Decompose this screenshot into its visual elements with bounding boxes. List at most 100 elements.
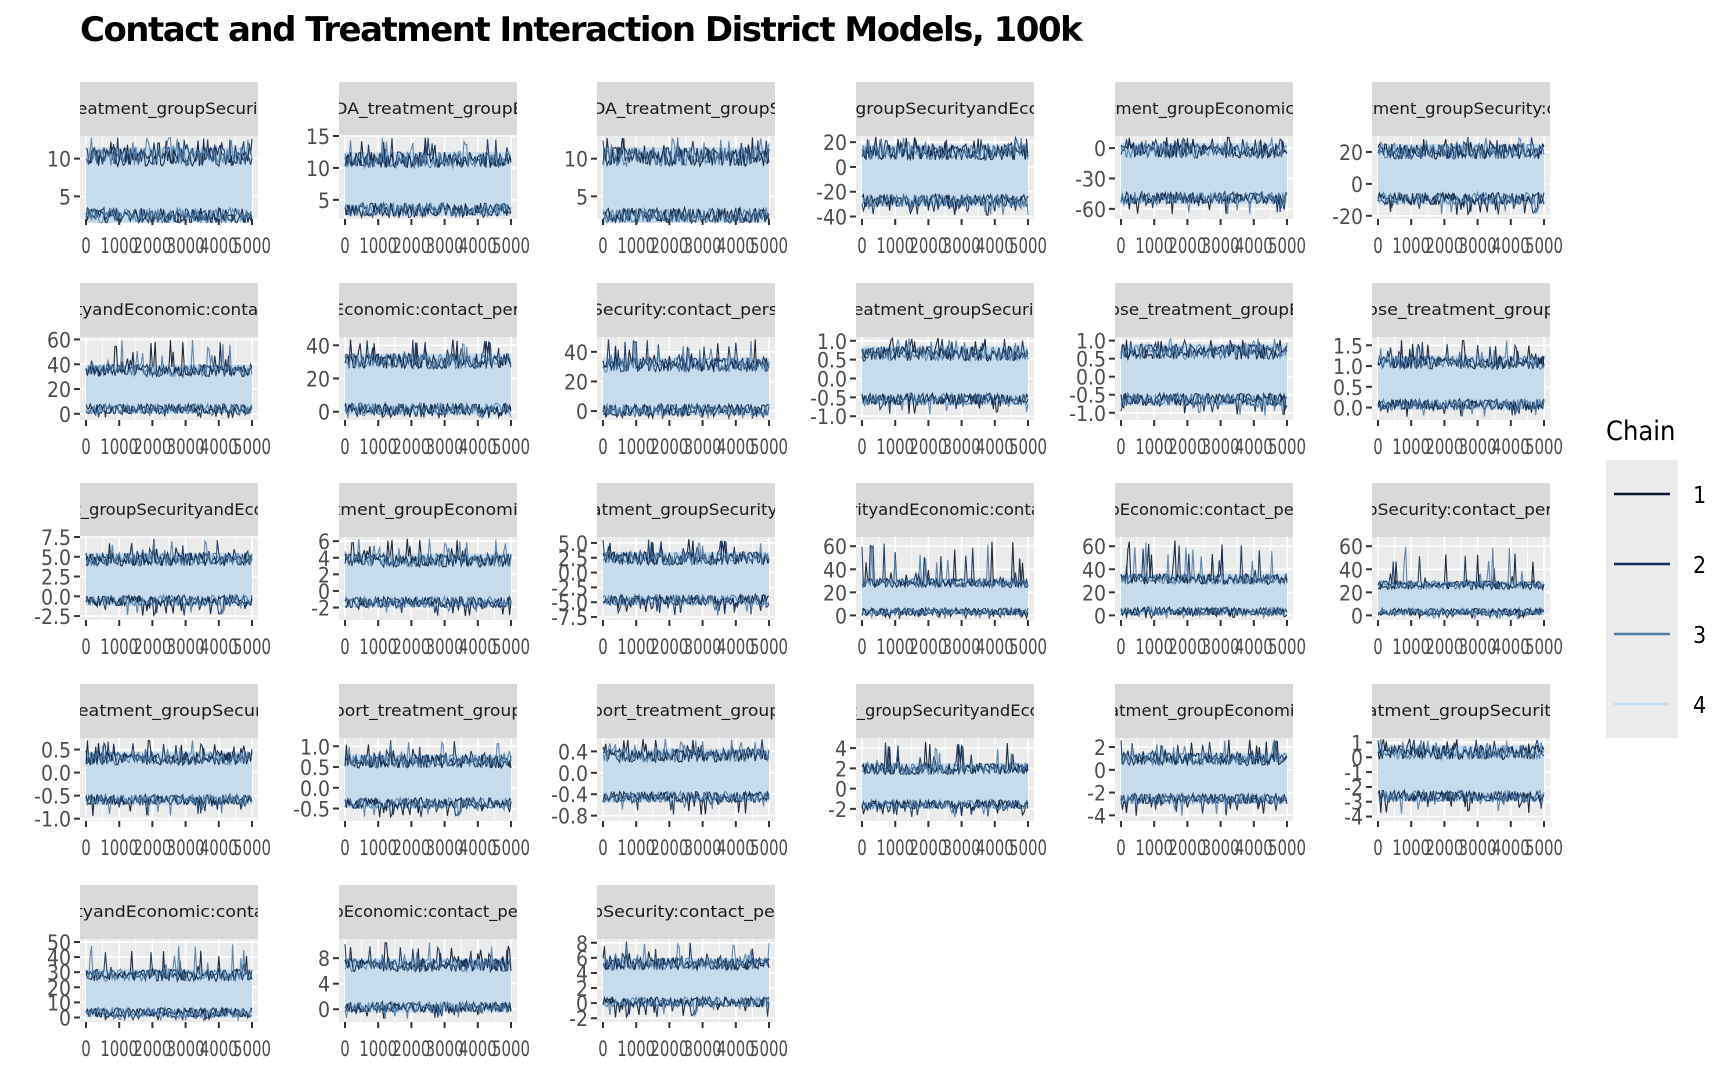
x-tick-label: 4000	[717, 234, 755, 258]
y-tick-label: 0.5	[41, 739, 71, 763]
x-tick-label: 0	[81, 635, 91, 659]
y-tick-label: 0.4	[558, 740, 588, 764]
y-tick-label: -0.5	[1069, 384, 1106, 408]
x-tick-label: 3000	[167, 635, 205, 659]
chain-3-trace	[85, 339, 253, 378]
x-tick-label: 0	[81, 234, 91, 258]
facet-strip-label: eatment_groupSecurity:c	[581, 500, 791, 520]
y-tick-label: 0.0	[558, 562, 588, 586]
y-tick-label: 0	[59, 403, 71, 427]
chain-3-trace	[861, 391, 1029, 415]
x-tick-label: 4000	[976, 234, 1014, 258]
chain-2-trace	[1120, 791, 1288, 814]
facet-strip	[339, 885, 517, 939]
facet-strip-label: pport_treatment_groupE	[323, 701, 533, 721]
facet-strip-label: atment_groupEconomic:	[323, 500, 533, 520]
x-tick-label: 0	[598, 234, 608, 258]
chain-3-trace	[1120, 791, 1288, 816]
x-tick-label: 3000	[684, 836, 722, 860]
facet-strip	[856, 483, 1034, 537]
x-tick-label: 1000	[1392, 234, 1430, 258]
x-tick-label: 3000	[426, 635, 464, 659]
y-tick-label: -7.5	[551, 606, 588, 630]
facet-strip	[597, 483, 775, 537]
x-tick-label: 3000	[426, 1037, 464, 1061]
x-tick-label: 5000	[1009, 234, 1047, 258]
chain-3-trace	[1377, 340, 1545, 371]
chain-2-trace	[85, 137, 253, 168]
x-tick-label: 2000	[650, 234, 688, 258]
y-tick-label: -1	[1344, 761, 1363, 785]
x-tick-label: 2000	[650, 1037, 688, 1061]
x-tick-label: 1000	[359, 836, 397, 860]
facet-strip-label: pSecurity:contact_persD	[581, 300, 791, 320]
chain-2-trace	[861, 192, 1029, 215]
x-tick-label: 2000	[1425, 635, 1463, 659]
y-tick-label: 15	[306, 125, 330, 149]
facet-panel: nt_groupSecurityandEcon 7.55.02.50.0-2.5 0…	[34, 483, 271, 659]
x-tick-label: 2000	[909, 435, 947, 459]
facet-panel: treatment_groupSecurity 5 10 0 1000200030004…	[47, 82, 275, 258]
facet-strip-label: treatment_groupSecurit	[64, 701, 274, 721]
x-tick-label: 0	[340, 836, 350, 860]
x-tick-label: 3000	[167, 435, 205, 459]
facet-strip-label: atment_groupEconomic:c	[1099, 99, 1309, 119]
facet-strip	[339, 283, 517, 337]
x-tick-label: 4000	[976, 435, 1014, 459]
legend: Chain 1 2 3 4	[1606, 416, 1706, 738]
y-tick-label: 0	[1351, 746, 1363, 770]
x-tick-label: 2000	[133, 1037, 171, 1061]
x-tick-label: 2000	[909, 635, 947, 659]
y-tick-label: -2	[1087, 782, 1106, 806]
x-tick-label: 2000	[1425, 234, 1463, 258]
y-tick-label: 20	[823, 131, 847, 155]
x-tick-label: 4000	[459, 234, 497, 258]
x-tick-label: 1000	[1392, 635, 1430, 659]
y-tick-label: 0.0	[817, 368, 847, 392]
facet-strip	[597, 82, 775, 136]
x-tick-label: 1000	[359, 435, 397, 459]
facet-strip	[856, 684, 1034, 738]
y-tick-label: -4	[1344, 806, 1363, 830]
x-tick-label: 0	[857, 435, 867, 459]
facet-panel: KDA_treatment_groupSe 5 10 0 100020003000400…	[564, 82, 788, 258]
legend-title: Chain	[1606, 416, 1675, 447]
y-tick-label: 40	[1339, 558, 1363, 582]
chain-1-trace	[602, 995, 770, 1019]
x-tick-label: 3000	[684, 234, 722, 258]
x-tick-label: 3000	[1202, 836, 1240, 860]
chain-3-trace	[85, 944, 253, 983]
y-tick-label: -40	[816, 206, 847, 230]
chain-2-trace	[861, 606, 1029, 620]
chain-3-trace	[602, 542, 770, 566]
chain-3-trace	[861, 747, 1029, 776]
y-tick-label: 0	[1094, 137, 1106, 161]
x-tick-label: 1000	[617, 635, 655, 659]
x-tick-label: 4000	[976, 635, 1014, 659]
y-tick-label: -2	[311, 597, 330, 621]
x-tick-label: 2000	[392, 635, 430, 659]
facet-strip-label: treatment_groupSecurity	[64, 99, 275, 119]
x-tick-label: 5000	[1525, 836, 1563, 860]
y-tick-label: 5.0	[41, 546, 71, 570]
y-tick-label: 1.0	[1333, 355, 1363, 379]
chain-3-trace	[1377, 397, 1545, 417]
chain-1-trace	[602, 592, 770, 613]
y-tick-label: 0	[318, 998, 330, 1022]
legend-label: 1	[1693, 483, 1706, 509]
y-tick-label: 0.0	[558, 762, 588, 786]
chain-3-trace	[85, 740, 253, 767]
y-tick-label: 0	[576, 400, 588, 424]
x-tick-label: 2000	[133, 234, 171, 258]
y-tick-label: 1.0	[817, 330, 847, 354]
y-tick-label: 50	[47, 931, 71, 955]
x-tick-label: 5000	[750, 635, 788, 659]
facet-strip	[80, 283, 258, 337]
x-tick-label: 5000	[1525, 234, 1563, 258]
chain-3-trace	[602, 739, 770, 764]
chain-3-trace	[344, 740, 512, 769]
legend-label: 4	[1693, 693, 1706, 719]
y-tick-label: 60	[47, 328, 71, 352]
facet-strip	[1115, 283, 1293, 337]
